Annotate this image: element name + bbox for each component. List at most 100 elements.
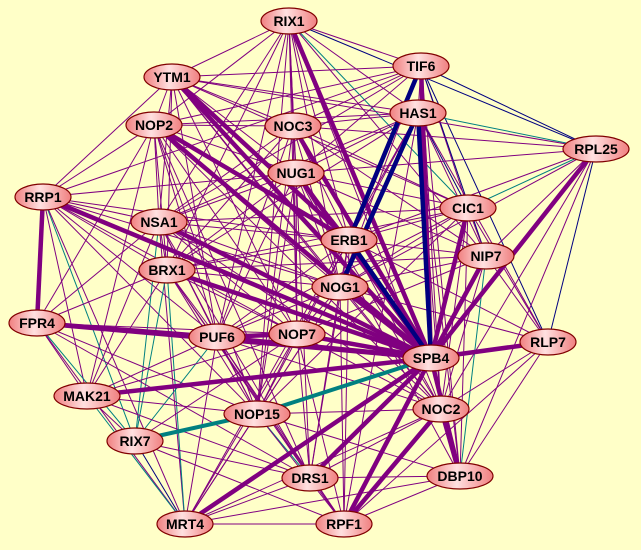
node-nug1[interactable]: NUG1 <box>267 159 325 187</box>
edge-YTM1-ERB1 <box>170 75 351 242</box>
node-rlp7[interactable]: RLP7 <box>519 328 577 356</box>
edge-CIC1-NOP15 <box>256 207 469 415</box>
node-ellipse <box>138 256 196 284</box>
node-ellipse <box>106 427 164 455</box>
edge-ERB1-BRX1 <box>166 239 350 271</box>
edge-YTM1-HAS1 <box>171 76 419 114</box>
edge-PUF6-RPF1 <box>216 336 345 525</box>
edge-TIF6-NIP7 <box>420 65 487 257</box>
edge-SPB4-RPF1 <box>342 356 433 526</box>
node-mrt4[interactable]: MRT4 <box>156 510 214 538</box>
edge-FPR4-PUF6 <box>36 320 218 340</box>
node-nsa1[interactable]: NSA1 <box>130 208 188 236</box>
edge-HAS1-RLP7 <box>417 112 549 343</box>
node-noc2[interactable]: NOC2 <box>412 395 470 423</box>
edge-MRT4-DBP10 <box>184 475 461 525</box>
node-nop7[interactable]: NOP7 <box>268 320 326 348</box>
node-noc3[interactable]: NOC3 <box>264 112 322 140</box>
edge-MAK21-MRT4 <box>86 395 186 525</box>
node-cic1[interactable]: CIC1 <box>439 194 497 222</box>
edge-NOP2-NOP15 <box>153 124 258 415</box>
edge-RLP7-NOC2 <box>440 341 549 410</box>
edge-RPL25-NIP7 <box>485 148 597 257</box>
edge-NIP7-BRX1 <box>166 255 487 271</box>
node-dbp10[interactable]: DBP10 <box>426 462 494 490</box>
node-erb1[interactable]: ERB1 <box>320 226 378 254</box>
edge-HAS1-CIC1 <box>417 112 469 209</box>
node-label: FPR4 <box>19 315 55 331</box>
edge-NUG1-NOP7 <box>295 172 298 335</box>
node-puf6[interactable]: PUF6 <box>188 323 246 351</box>
node-ellipse <box>260 7 318 35</box>
node-ellipse <box>311 273 369 301</box>
edge-RPL25-DBP10 <box>459 148 597 477</box>
edge-NOC3-RPL25 <box>292 125 597 150</box>
node-rrp1[interactable]: RRP1 <box>14 183 72 211</box>
node-nop2[interactable]: NOP2 <box>125 111 183 139</box>
node-brx1[interactable]: BRX1 <box>138 256 196 284</box>
node-rpl25[interactable]: RPL25 <box>562 135 630 163</box>
edge-NSA1-NOP7 <box>158 221 298 335</box>
node-label: BRX1 <box>148 262 186 278</box>
edge-SPB4-CIC1 <box>428 207 471 359</box>
edge-NOP2-MAK21 <box>86 124 155 397</box>
edge-SPB4-ERB1 <box>347 238 433 360</box>
edge-SPB4-YTM1 <box>170 75 433 360</box>
node-label: RIX1 <box>273 13 304 29</box>
node-ytm1[interactable]: YTM1 <box>143 63 201 91</box>
edge-NIP7-RLP7 <box>485 255 549 343</box>
node-label: MRT4 <box>166 516 204 532</box>
edge-YTM1-NSA1 <box>158 76 173 223</box>
node-ellipse <box>143 63 201 91</box>
node-rix1[interactable]: RIX1 <box>260 7 318 35</box>
node-label: ERB1 <box>330 232 368 248</box>
node-label: MAK21 <box>63 388 111 404</box>
edge-CIC1-RLP7 <box>467 207 549 343</box>
edge-CIC1-NOC2 <box>440 207 469 410</box>
edge-NIP7-NOC2 <box>440 255 487 410</box>
node-ellipse <box>315 510 373 538</box>
node-mak21[interactable]: MAK21 <box>53 382 121 410</box>
node-rpf1[interactable]: RPF1 <box>315 510 373 538</box>
edge-RRP1-PUF6 <box>42 196 218 338</box>
node-label: NOP15 <box>234 406 280 422</box>
edge-NOP15-MRT4 <box>184 413 258 525</box>
node-ellipse <box>519 328 577 356</box>
edge-FPR4-RIX7 <box>36 322 136 442</box>
node-nog1[interactable]: NOG1 <box>311 273 369 301</box>
node-has1[interactable]: HAS1 <box>389 99 447 127</box>
node-label: NOP7 <box>278 326 316 342</box>
node-nip7[interactable]: NIP7 <box>457 242 515 270</box>
edge-HAS1-NOG1 <box>337 112 421 288</box>
edge-RRP1-MRT4 <box>42 196 186 525</box>
node-ellipse <box>53 382 121 410</box>
node-label: RIX7 <box>119 433 150 449</box>
edge-NOP2-RRP1 <box>42 124 155 198</box>
edge-NUG1-RRP1 <box>42 172 297 198</box>
node-tif6[interactable]: TIF6 <box>392 52 450 80</box>
edge-RIX7-RPF1 <box>134 440 345 525</box>
node-ellipse <box>264 112 322 140</box>
node-fpr4[interactable]: FPR4 <box>8 309 66 337</box>
edge-RIX1-RPL25 <box>288 20 597 150</box>
node-drs1[interactable]: DRS1 <box>281 464 339 492</box>
edge-NOP2-NOP7 <box>153 124 298 335</box>
node-ellipse <box>439 194 497 222</box>
edge-BRX1-MRT4 <box>166 269 186 525</box>
edge-SPB4-NOG1 <box>338 285 433 360</box>
node-ellipse <box>457 242 515 270</box>
node-ellipse <box>389 99 447 127</box>
edge-NSA1-NOG1 <box>158 221 341 288</box>
node-spb4[interactable]: SPB4 <box>402 344 460 372</box>
edge-RRP1-ERB1 <box>42 196 350 241</box>
node-ellipse <box>267 159 325 187</box>
node-rix7[interactable]: RIX7 <box>106 427 164 455</box>
node-label: PUF6 <box>199 329 235 345</box>
edge-SPB4-NSA1 <box>157 219 433 361</box>
node-ellipse <box>8 309 66 337</box>
node-ellipse <box>562 135 630 163</box>
edge-NOP2-FPR4 <box>36 124 155 324</box>
edge-NOP7-MRT4 <box>184 333 298 525</box>
node-nop15[interactable]: NOP15 <box>223 400 291 428</box>
edge-TIF6-RPL25 <box>420 65 597 150</box>
